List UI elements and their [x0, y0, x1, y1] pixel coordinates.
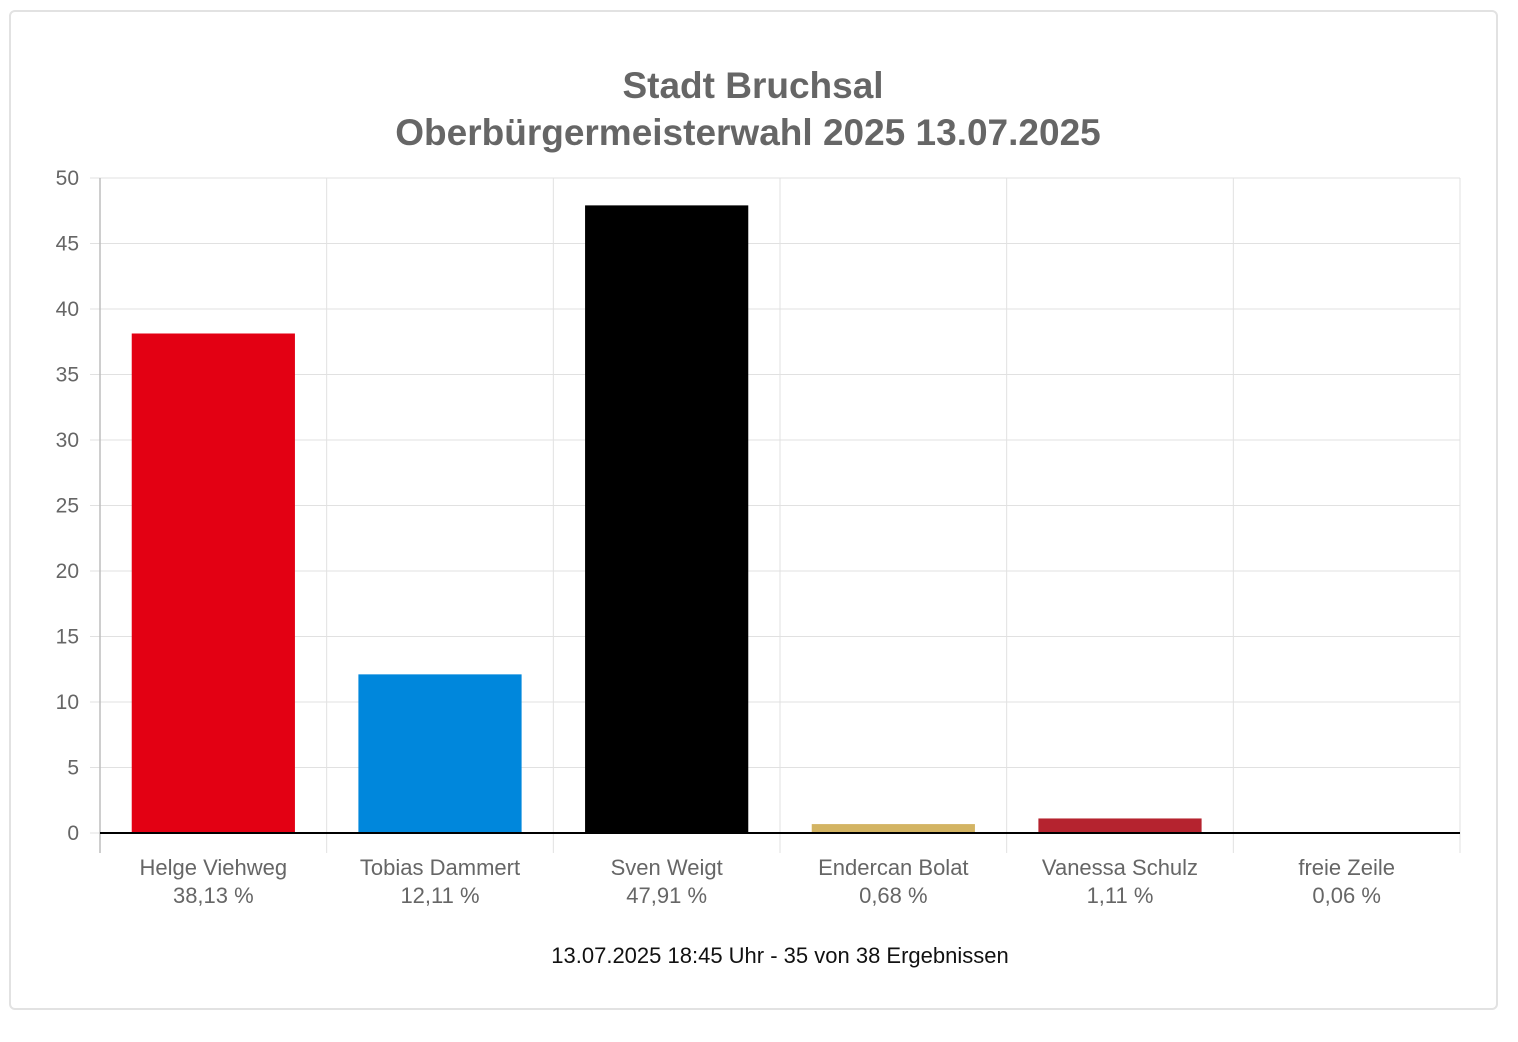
- bar-sven-weigt: [585, 205, 749, 833]
- y-tick-label: 25: [56, 495, 79, 518]
- category-label: freie Zeile: [1298, 855, 1395, 880]
- y-tick-label: 10: [56, 691, 79, 714]
- category-label: Helge Viehweg: [140, 855, 288, 880]
- chart-footer: 13.07.2025 18:45 Uhr - 35 von 38 Ergebni…: [551, 943, 1008, 968]
- y-tick-label: 45: [56, 233, 79, 256]
- bar-vanessa-schulz: [1038, 818, 1202, 833]
- category-value-label: 1,11 %: [1087, 883, 1154, 908]
- chart-title-line-1: Stadt Bruchsal: [622, 65, 883, 106]
- category-label: Endercan Bolat: [818, 855, 968, 880]
- category-label: Tobias Dammert: [360, 855, 520, 880]
- category-value-label: 0,06 %: [1312, 883, 1381, 908]
- x-axis: Helge Viehweg 38,13 % Tobias Dammert 12,11 …: [100, 832, 1460, 908]
- category-value-label: 47,91 %: [626, 883, 707, 908]
- category-label: Sven Weigt: [611, 855, 723, 880]
- category-value-label: 38,13 %: [173, 883, 254, 908]
- y-tick-label: 35: [56, 364, 79, 387]
- bar-endercan-bolat: [811, 824, 975, 833]
- y-tick-label: 5: [67, 757, 79, 780]
- bars: [131, 205, 1429, 833]
- y-axis: 0 5 10 15 20 25 30 35 40 45 50: [56, 167, 101, 853]
- y-tick-label: 50: [56, 167, 79, 190]
- category-value-label: 0,68 %: [859, 883, 928, 908]
- chart-title-line-2: Oberbürgermeisterwahl 2025 13.07.2025: [395, 112, 1100, 153]
- category-value-label: 12,11 %: [400, 883, 479, 908]
- grid-lines: [99, 177, 1461, 853]
- y-tick-label: 30: [56, 429, 79, 452]
- y-tick-label: 15: [56, 626, 79, 649]
- category-label: Vanessa Schulz: [1042, 855, 1198, 880]
- y-tick-label: 20: [56, 560, 79, 583]
- bar-helge-viehweg: [131, 333, 295, 833]
- bar-tobias-dammert: [358, 674, 522, 833]
- y-tick-label: 40: [56, 298, 79, 321]
- y-tick-label: 0: [67, 822, 79, 845]
